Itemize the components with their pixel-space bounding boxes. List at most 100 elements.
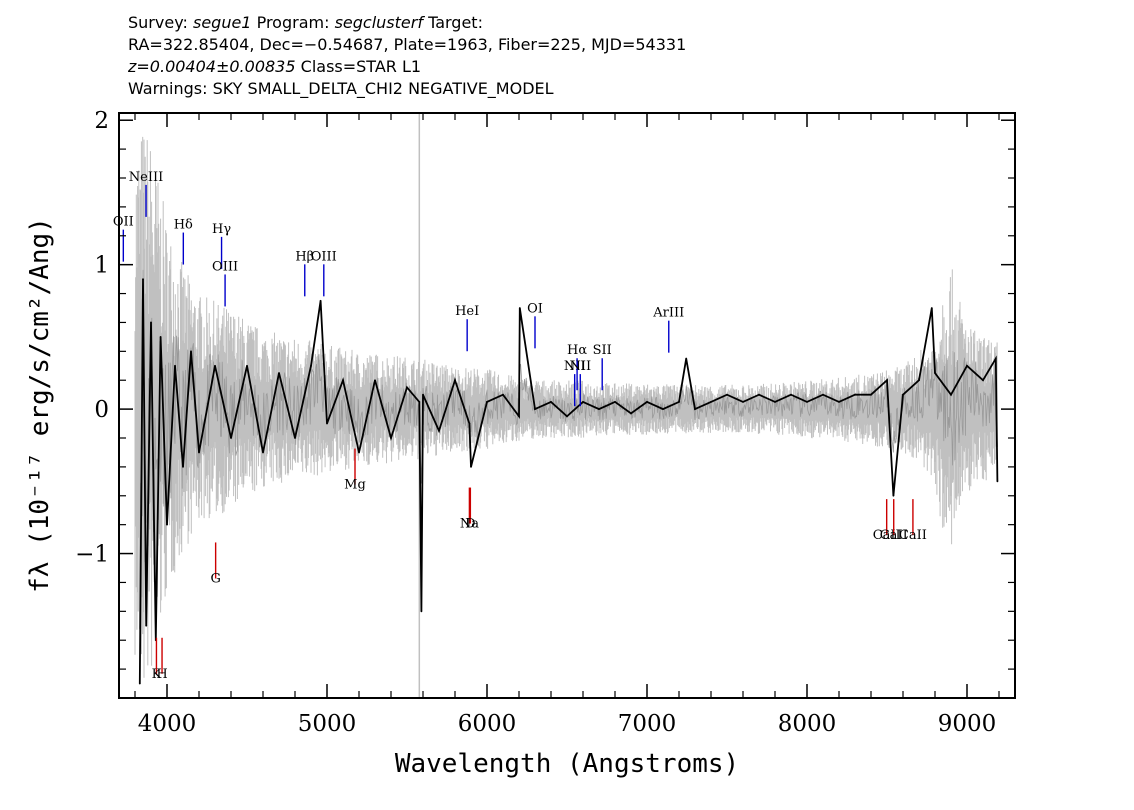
survey-value: segue1 [192, 13, 252, 32]
emission-line-label: ArIII [652, 306, 684, 321]
emission-line-label: Hδ [174, 218, 193, 233]
spectrum-header: Survey: segue1 Program: segclusterf Targ… [128, 12, 686, 100]
y-tick-label: 2 [94, 108, 109, 134]
flux-point [598, 408, 600, 411]
x-tick-label: 6000 [458, 711, 517, 737]
flux-point [630, 412, 632, 415]
flux-point [310, 364, 312, 367]
flux-point [454, 379, 456, 382]
flux-point [390, 437, 392, 439]
target-label: Target: [428, 13, 483, 32]
flux-point [294, 437, 296, 439]
emission-line-label: OIII [212, 259, 238, 274]
flux-point [468, 422, 471, 425]
absorption-line-label: Na [460, 517, 479, 532]
header-line-redshift: z=0.00404±0.00835 Class=STAR L1 [128, 56, 686, 78]
flux-point [470, 465, 472, 468]
flux-point [422, 393, 424, 396]
flux-point [374, 379, 376, 382]
program-label: Program: [256, 13, 330, 32]
x-tick-label: 4000 [138, 711, 197, 737]
flux-point [678, 400, 680, 403]
flux-point [150, 321, 152, 324]
emission-line-label: NII [569, 359, 591, 374]
x-tick-label: 8000 [778, 711, 837, 737]
flux-point [342, 379, 344, 382]
flux-point [996, 480, 999, 483]
flux-series [138, 269, 999, 685]
flux-point [930, 307, 933, 309]
flux-point [145, 624, 148, 627]
y-axis-title: fλ (10⁻¹⁷ erg/s/cm²/Ang) [25, 217, 55, 593]
flux-point [138, 682, 141, 685]
flux-noise [139, 269, 998, 630]
flux-point [438, 429, 440, 432]
flux-point [902, 393, 904, 396]
flux-point [278, 372, 280, 374]
class-value: Class=STAR L1 [300, 57, 422, 76]
flux-point [758, 393, 760, 396]
flux-point [646, 400, 648, 403]
flux-point [790, 393, 792, 396]
flux-point [326, 422, 328, 425]
flux-point [614, 400, 616, 403]
redshift-value: z=0.00404±0.00835 [128, 57, 296, 76]
flux-point [142, 278, 144, 281]
flux-point [966, 364, 968, 367]
flux-point [742, 400, 744, 403]
flux-point [918, 379, 920, 382]
survey-label: Survey: [128, 13, 188, 32]
absorption-line-label: Mg [344, 478, 366, 493]
absorption-line-label: G [210, 571, 220, 586]
emission-line-label: Hβ [295, 249, 314, 264]
flux-point [566, 415, 568, 418]
header-line-warnings: Warnings: SKY SMALL_DELTA_CHI2 NEGATIVE_… [128, 79, 554, 98]
flux-point [518, 307, 521, 309]
flux-point [710, 400, 712, 403]
flux-point [534, 408, 536, 411]
emission-line-label: NeIII [129, 170, 163, 185]
flux-point [166, 523, 168, 526]
emission-line-label: OIII [311, 249, 337, 264]
flux-point [198, 451, 200, 454]
flux-point [174, 364, 176, 367]
flux-point [486, 400, 488, 403]
flux-point [994, 357, 997, 360]
flux-point [358, 451, 360, 454]
flux-point [502, 393, 504, 396]
y-tick-label: 1 [94, 253, 109, 279]
flux-point [246, 364, 248, 367]
flux-point [159, 335, 162, 338]
flux-point [190, 350, 192, 353]
x-axis-title: Wavelength (Angstroms) [395, 749, 739, 779]
emission-line-label: Hγ [212, 222, 231, 237]
header-line-coordinates: RA=322.85404, Dec=−0.54687, Plate=1963, … [128, 35, 687, 54]
flux-point [726, 393, 728, 396]
emission-line-label: SII [593, 343, 612, 358]
flux-point [420, 610, 423, 613]
flux-point [822, 393, 824, 396]
emission-line-label: OI [527, 301, 543, 316]
absorption-line-label: CaII [899, 528, 927, 543]
x-tick-label: 5000 [298, 711, 357, 737]
emission-line-label: NII [564, 359, 586, 374]
axis-ticks: 4000 5000 6000 7000 8000 9000 −1 0 1 2 [75, 108, 1015, 737]
flux-point [854, 393, 856, 396]
flux-point [892, 494, 895, 497]
flux-line [138, 279, 999, 684]
flux-point [870, 393, 872, 396]
y-tick-label: −1 [75, 542, 109, 568]
flux-point [950, 393, 952, 396]
plot-frame [118, 112, 1016, 699]
absorption-line-label: CaII [880, 528, 908, 543]
header-line-survey: Survey: segue1 Program: segclusterf Targ… [128, 12, 686, 34]
flux-point [982, 379, 984, 382]
flux-point [582, 400, 584, 403]
flux-point [886, 379, 888, 382]
flux-point [518, 415, 520, 418]
flux-point [662, 408, 664, 411]
flux-point [934, 372, 936, 374]
flux-point [230, 437, 232, 439]
flux-point [550, 400, 552, 403]
emission-line-label: HeI [455, 304, 479, 319]
